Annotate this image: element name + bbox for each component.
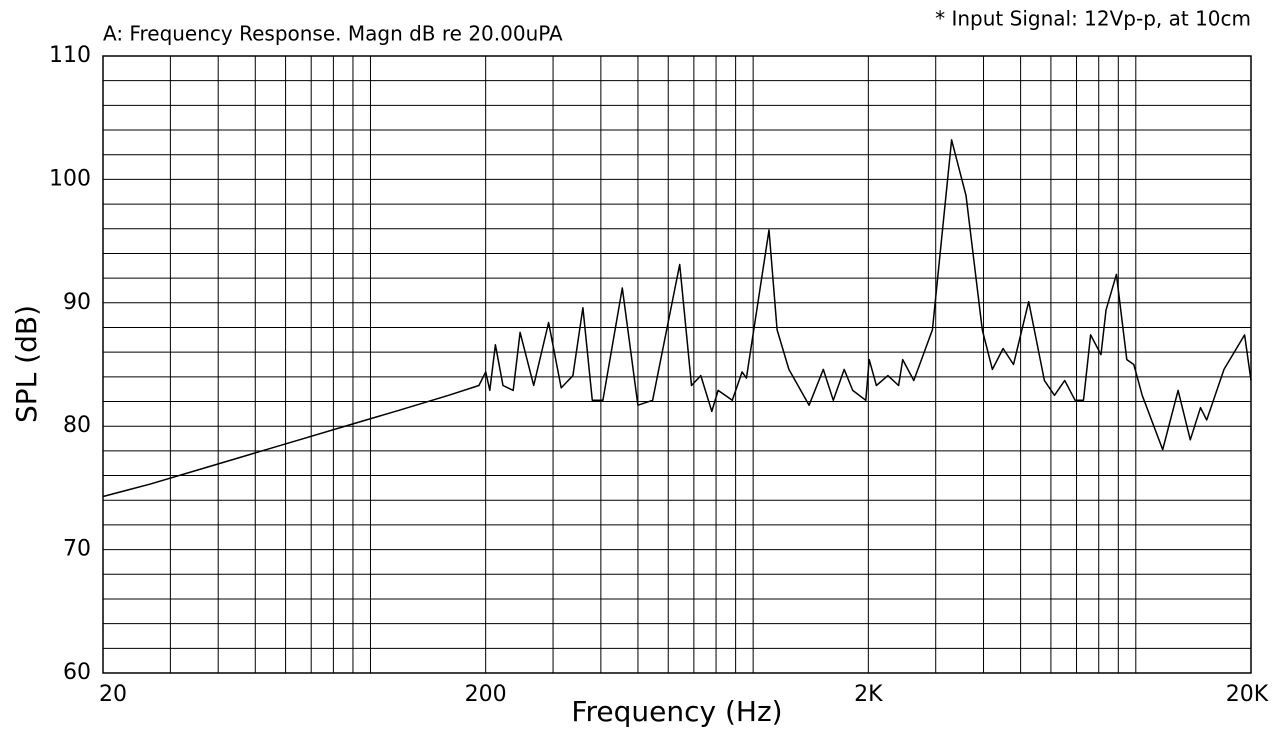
y-tick-label: 100 [49,166,91,191]
plot-frame [102,55,1252,674]
chart-title: A: Frequency Response. Magn dB re 20.00u… [103,22,563,46]
data-line [102,139,1252,498]
y-tick-label: 80 [63,413,91,438]
y-tick-label: 110 [49,43,91,68]
x-tick-label: 2K [854,682,883,707]
y-tick-label: 60 [63,660,91,685]
x-tick-label: 200 [465,682,507,707]
y-tick-label: 70 [63,537,91,562]
y-axis-label: SPL (dB) [10,305,43,423]
annotation: * Input Signal: 12Vp-p, at 10cm [935,7,1251,31]
x-tick-label: 20K [1226,682,1269,707]
y-tick-label: 90 [63,290,91,315]
x-axis-label: Frequency (Hz) [571,695,782,728]
x-tick-label: 20 [99,682,127,707]
